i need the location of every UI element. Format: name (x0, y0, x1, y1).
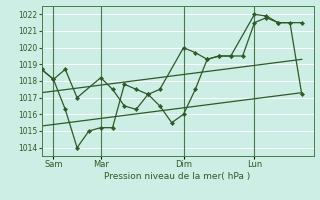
X-axis label: Pression niveau de la mer( hPa ): Pression niveau de la mer( hPa ) (104, 172, 251, 181)
